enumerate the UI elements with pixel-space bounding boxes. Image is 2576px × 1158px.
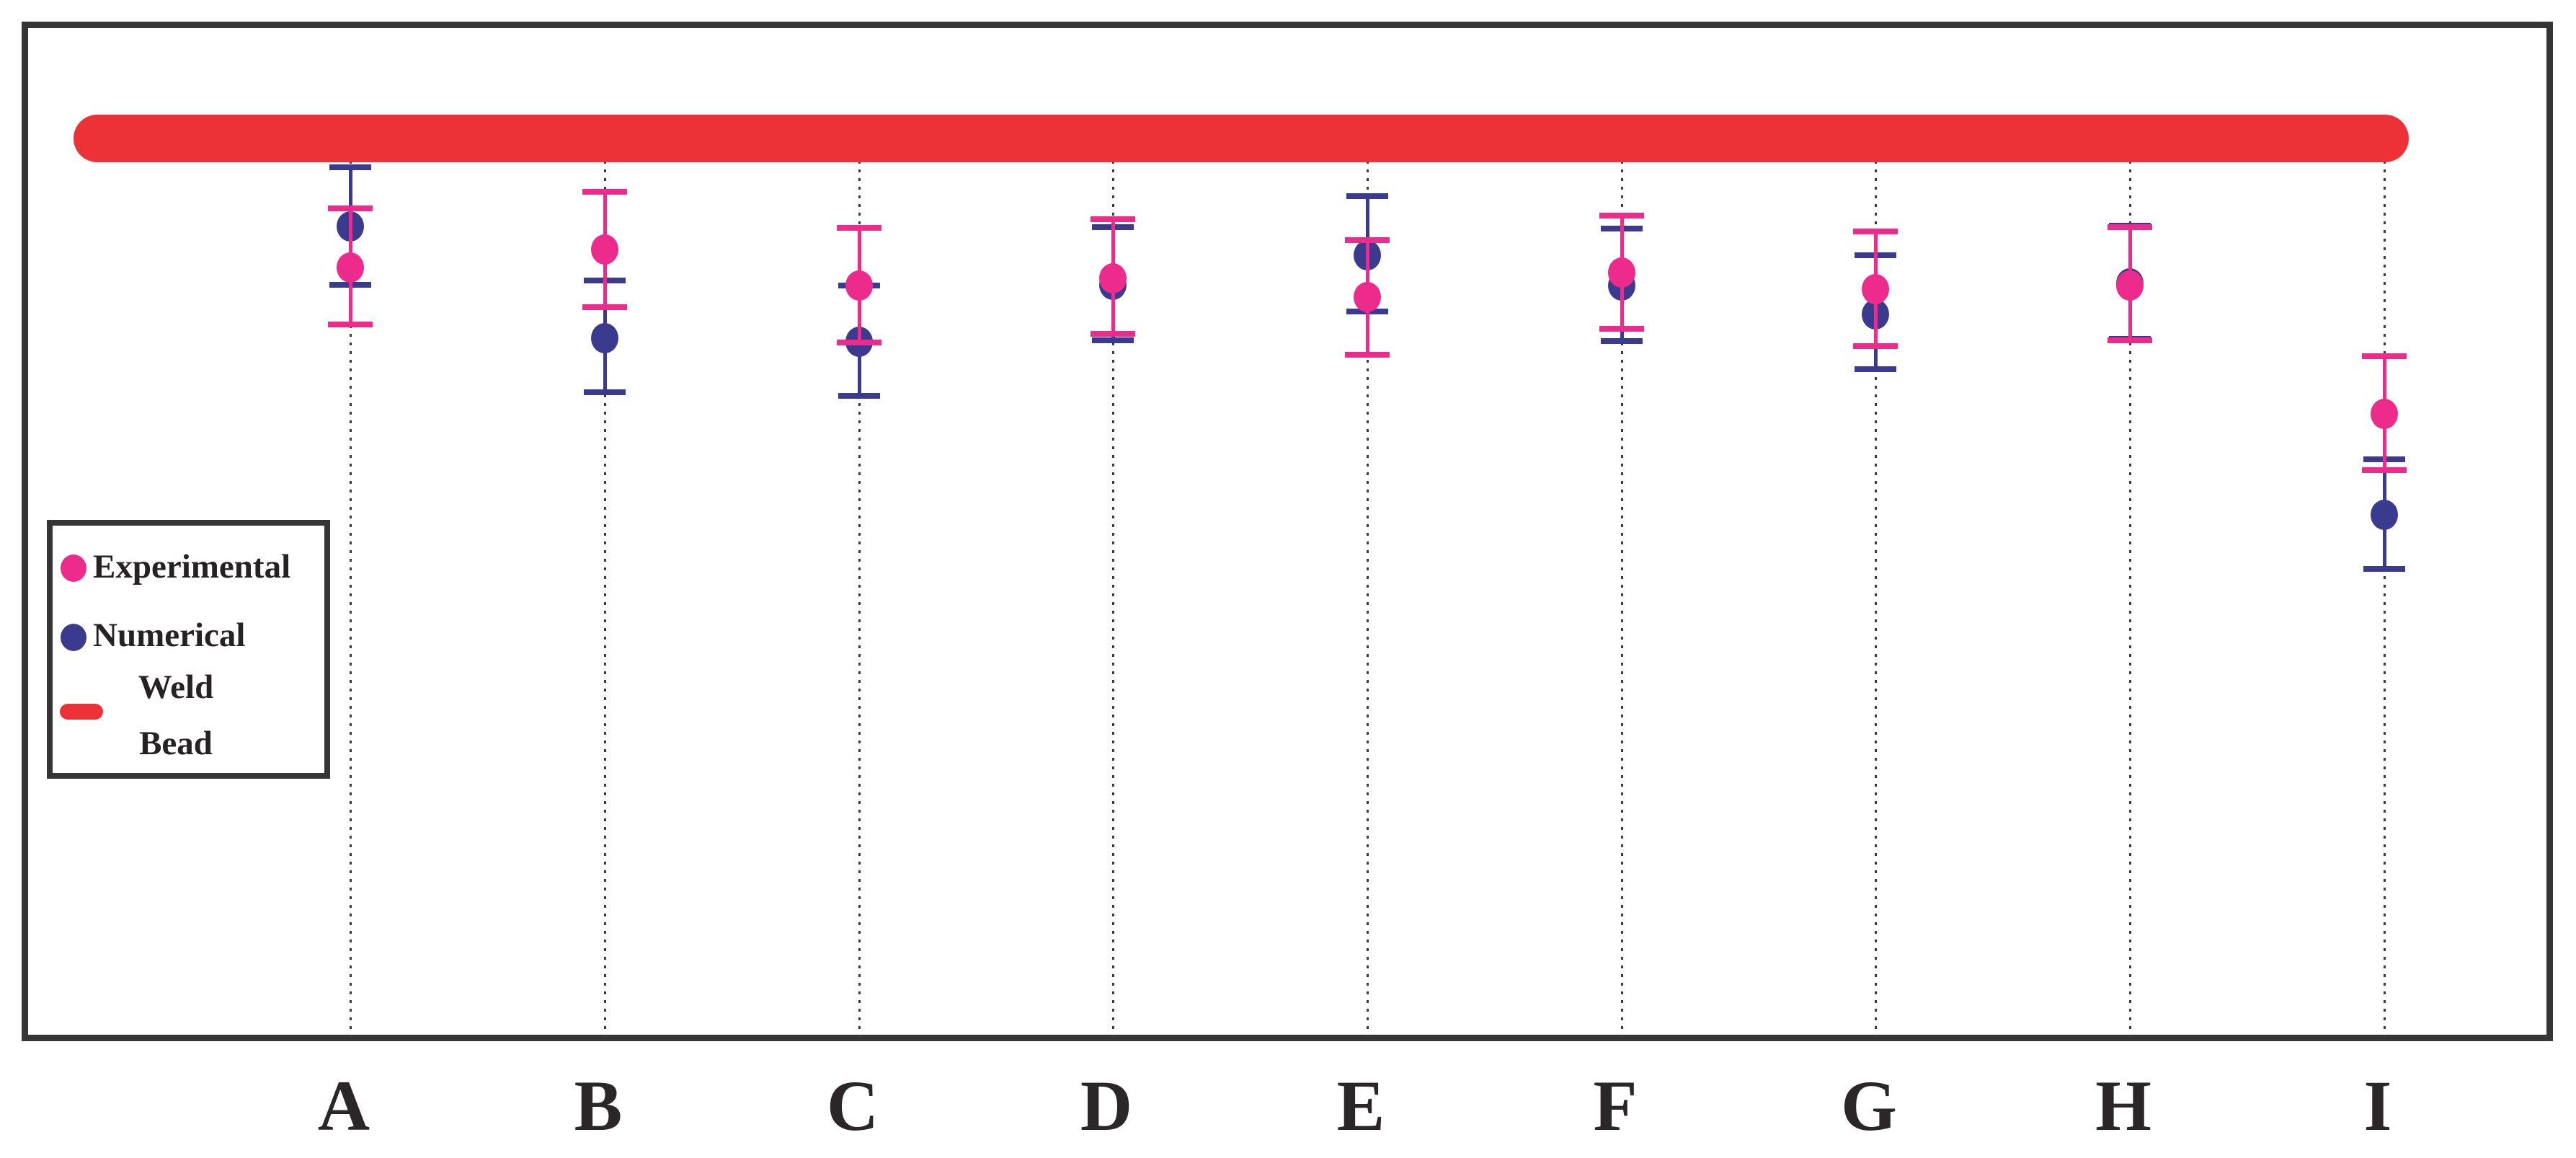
plot-area — [22, 22, 2553, 1042]
gridline-I — [2383, 161, 2386, 1042]
gridline-F — [1620, 161, 1623, 1042]
legend-label-weld-line1: Weld — [138, 668, 214, 706]
experimental-error-bar-cap-top — [1345, 237, 1390, 243]
legend-label-numerical: Numerical — [93, 616, 246, 654]
numerical-data-point-dot — [591, 323, 618, 353]
experimental-error-bar-cap-top — [582, 189, 627, 195]
numerical-error-bar-cap-bottom — [584, 389, 626, 395]
legend-label-weld-bead: Weld Bead — [107, 659, 244, 772]
experimental-data-point-dot — [2116, 270, 2144, 301]
experimental-error-bar-cap-bottom — [1599, 326, 1644, 332]
numerical-error-bar-cap-bottom — [1601, 338, 1643, 344]
gridline-D — [1111, 161, 1114, 1042]
experimental-error-bar-cap-bottom — [1345, 352, 1390, 358]
x-axis-label-F: F — [1593, 1066, 1638, 1146]
numerical-error-bar-cap-bottom — [2363, 566, 2405, 572]
numerical-data-point-dot — [2371, 500, 2398, 530]
experimental-data-point-dot — [1354, 282, 1381, 312]
legend-label-weld-line2: Bead — [139, 725, 213, 762]
experimental-data-point-dot — [1099, 263, 1127, 293]
weld-bead-marker-bar-icon — [60, 704, 103, 720]
numerical-error-bar-cap-bottom — [1092, 337, 1134, 343]
x-axis-label-H: H — [2095, 1066, 2151, 1146]
experimental-error-bar-cap-bottom — [1853, 343, 1898, 349]
numerical-error-bar-cap-top — [329, 164, 371, 170]
experimental-error-bar-cap-bottom — [2108, 337, 2152, 343]
experimental-error-bar-cap-top — [837, 225, 881, 231]
experimental-data-point-dot — [337, 252, 364, 283]
experimental-error-bar-cap-bottom — [837, 340, 881, 345]
gridline-C — [858, 161, 861, 1042]
weld-bead-bar — [74, 115, 2409, 162]
legend-label-experimental: Experimental — [93, 548, 291, 585]
x-axis-label-G: G — [1841, 1066, 1897, 1146]
numerical-error-bar-cap-top — [1346, 193, 1388, 199]
experimental-error-bar-cap-bottom — [2362, 467, 2407, 473]
experimental-error-bar-cap-top — [1599, 213, 1644, 218]
gridline-H — [2128, 161, 2131, 1042]
experimental-data-point-dot — [591, 234, 618, 265]
experimental-data-point-dot — [2371, 399, 2398, 429]
experimental-error-bar-cap-top — [1853, 229, 1898, 234]
experimental-error-bar-cap-top — [1091, 216, 1135, 222]
gridline-E — [1366, 161, 1369, 1042]
experimental-error-bar-cap-top — [2108, 224, 2152, 230]
gridline-B — [603, 161, 606, 1042]
gridline-G — [1874, 161, 1877, 1042]
numerical-marker-dot-icon — [61, 624, 86, 651]
experimental-data-point-dot — [1862, 274, 1889, 304]
experimental-error-bar-cap-top — [328, 205, 373, 211]
experimental-error-bar-cap-top — [2362, 353, 2407, 359]
x-axis-label-C: C — [826, 1066, 879, 1146]
x-axis-label-D: D — [1080, 1066, 1133, 1146]
numerical-error-bar-cap-bottom — [1855, 366, 1896, 372]
experimental-data-point-dot — [1608, 257, 1635, 288]
experimental-error-bar-cap-bottom — [582, 304, 627, 310]
x-axis-label-B: B — [574, 1066, 623, 1146]
experimental-error-bar-cap-bottom — [1091, 331, 1135, 337]
experimental-error-bar-cap-bottom — [328, 322, 373, 327]
experimental-data-point-dot — [845, 270, 873, 301]
x-axis-label-A: A — [317, 1066, 370, 1146]
x-axis-label-E: E — [1336, 1066, 1385, 1146]
experimental-marker-dot-icon — [61, 554, 86, 582]
legend: Experimental Numerical Weld Bead — [47, 520, 330, 779]
numerical-error-bar-cap-bottom — [838, 393, 880, 399]
x-axis-label-I: I — [2363, 1066, 2392, 1146]
gridline-A — [349, 161, 352, 1042]
